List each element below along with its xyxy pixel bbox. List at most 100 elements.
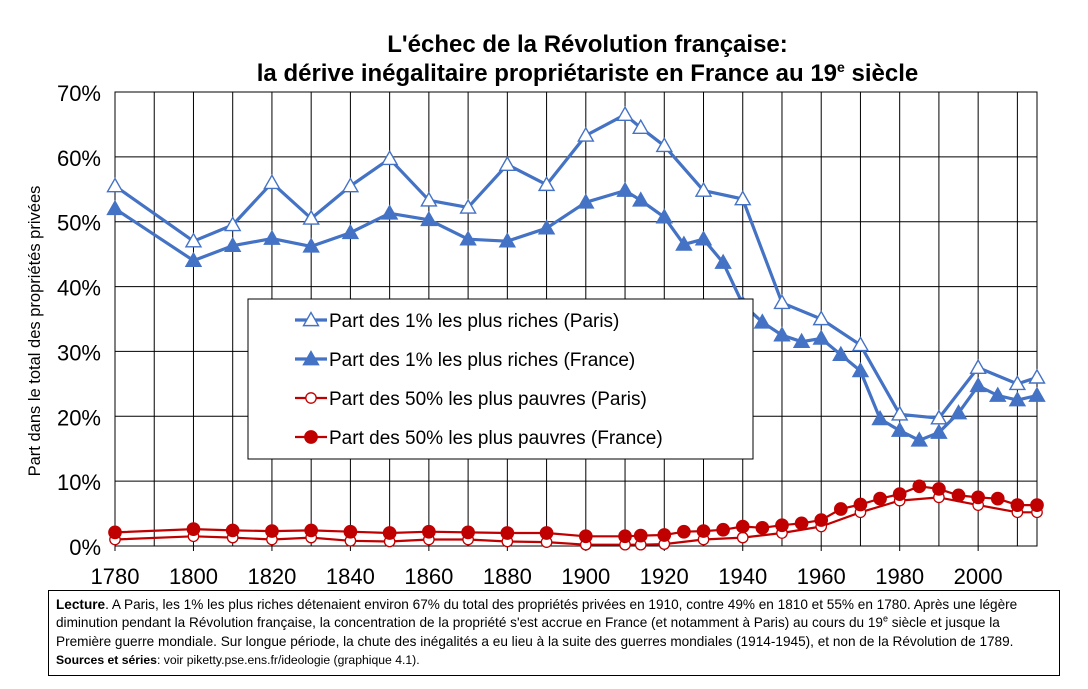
data-point (812, 329, 830, 345)
series-1 (106, 105, 1046, 425)
data-point (930, 423, 948, 439)
data-point (263, 173, 281, 190)
data-point (694, 230, 713, 246)
data-point (989, 386, 1007, 402)
data-point (302, 237, 320, 253)
data-point (420, 191, 438, 207)
data-point (655, 136, 673, 153)
data-point (500, 526, 515, 540)
data-point (714, 253, 732, 269)
legend-label: Part des 50% les plus pauvres (France) (329, 428, 663, 449)
note-lecture-label: Lecture (56, 597, 106, 612)
x-tick-label: 1840 (326, 564, 375, 589)
data-point (382, 526, 397, 540)
data-point (1008, 391, 1027, 407)
data-point (223, 216, 242, 232)
legend-label: Part des 1% les plus riches (France) (329, 350, 635, 371)
plot-area (114, 91, 1038, 547)
data-point (184, 251, 203, 267)
data-point (1028, 386, 1046, 402)
data-point (632, 191, 650, 207)
x-tick-label: 1920 (640, 564, 689, 589)
data-point (106, 177, 124, 193)
data-point (851, 361, 870, 378)
data-point (949, 404, 968, 420)
series-4 (108, 479, 1044, 544)
y-tick-label: 70% (57, 81, 101, 106)
data-point (304, 523, 319, 538)
data-point (577, 193, 595, 209)
data-point (696, 524, 711, 538)
data-point (184, 232, 203, 248)
title-superscript: e (837, 59, 845, 75)
data-point (302, 311, 320, 327)
data-point (773, 326, 791, 342)
data-point (932, 482, 946, 496)
chart-title: L'échec de la Révolution française: la d… (0, 30, 1088, 88)
y-tick-label: 60% (57, 146, 101, 171)
data-point (225, 523, 240, 538)
x-tick-label: 2000 (954, 564, 1003, 589)
data-point (792, 332, 811, 349)
y-tick-label: 50% (57, 211, 101, 236)
data-point (539, 526, 554, 540)
data-point (912, 479, 927, 494)
data-point (873, 491, 887, 506)
series-line (114, 189, 1038, 442)
data-point (498, 232, 517, 248)
note-sources: Sources et séries: voir piketty.pse.ens.… (56, 653, 420, 667)
y-tick-label: 40% (57, 276, 101, 301)
data-point (498, 155, 517, 171)
legend-box (247, 298, 754, 460)
data-point (832, 345, 850, 361)
data-point (616, 105, 634, 122)
title-line-1: L'échec de la Révolution française: (387, 31, 788, 58)
data-point (343, 524, 358, 539)
data-point (853, 497, 868, 512)
note-sources-text: : voir piketty.pse.ens.fr/ideologie (gra… (156, 653, 420, 668)
data-point (537, 175, 556, 192)
data-point (341, 177, 360, 193)
y-axis-label: Part dans le total des propriétés privée… (26, 186, 44, 477)
data-point (1008, 374, 1027, 391)
data-point (186, 522, 201, 536)
data-point (108, 525, 122, 540)
x-tick-label: 1980 (875, 564, 924, 589)
data-point (459, 198, 477, 214)
data-point (263, 229, 281, 245)
series-3 (109, 491, 1043, 551)
data-point (341, 223, 360, 240)
data-point (633, 528, 648, 543)
data-point (951, 488, 966, 503)
data-point (794, 516, 809, 531)
data-point (971, 490, 985, 505)
data-point (632, 118, 650, 134)
data-point (734, 190, 752, 206)
x-tick-label: 1880 (483, 564, 532, 589)
data-point (655, 208, 673, 224)
data-point (775, 518, 789, 533)
legend-label: Part des 1% les plus riches (Paris) (329, 311, 619, 332)
x-tick-label: 1940 (718, 564, 767, 589)
data-point (461, 525, 475, 540)
x-tick-label: 1960 (797, 564, 846, 589)
data-point (422, 524, 436, 539)
data-point (892, 487, 907, 501)
data-point (755, 520, 770, 535)
data-point (577, 126, 595, 142)
data-point (851, 336, 870, 352)
x-tick-label: 1900 (561, 564, 610, 589)
data-point (459, 230, 477, 246)
x-tick-label: 1780 (91, 564, 140, 589)
data-point (736, 531, 749, 544)
data-point (223, 236, 242, 253)
data-point (871, 409, 889, 426)
title-line-2: la dérive inégalitaire propriétariste en… (0, 59, 1088, 88)
x-tick-label: 1860 (404, 564, 453, 589)
data-point (578, 529, 593, 544)
data-point (106, 199, 124, 216)
data-point (420, 210, 438, 227)
data-point (773, 293, 791, 310)
data-point (380, 204, 399, 220)
data-point (618, 529, 632, 544)
